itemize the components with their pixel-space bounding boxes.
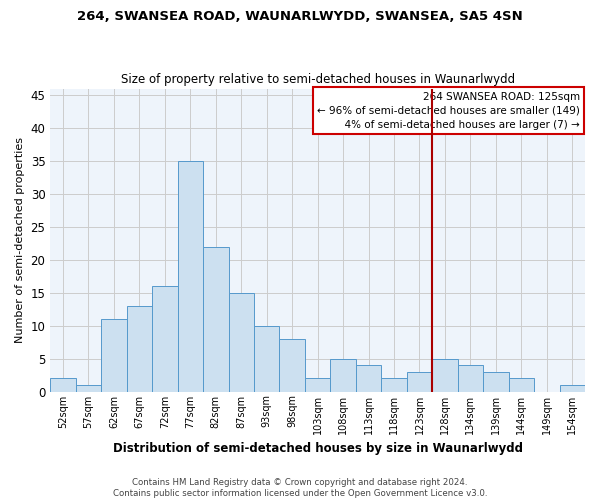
Bar [280,339,305,392]
Bar [356,366,382,392]
Bar [152,286,178,392]
Bar [382,378,407,392]
Bar [50,378,76,392]
Bar [229,293,254,392]
Bar [483,372,509,392]
Bar [178,161,203,392]
Bar [458,366,483,392]
Bar [254,326,280,392]
Bar [127,306,152,392]
Bar [305,378,331,392]
Bar [101,319,127,392]
Text: Contains HM Land Registry data © Crown copyright and database right 2024.
Contai: Contains HM Land Registry data © Crown c… [113,478,487,498]
Text: 264 SWANSEA ROAD: 125sqm
← 96% of semi-detached houses are smaller (149)
  4% of: 264 SWANSEA ROAD: 125sqm ← 96% of semi-d… [317,92,580,130]
Bar [331,358,356,392]
Bar [560,385,585,392]
Bar [203,246,229,392]
Bar [407,372,432,392]
Text: 264, SWANSEA ROAD, WAUNARLWYDD, SWANSEA, SA5 4SN: 264, SWANSEA ROAD, WAUNARLWYDD, SWANSEA,… [77,10,523,23]
Bar [509,378,534,392]
Bar [432,358,458,392]
Title: Size of property relative to semi-detached houses in Waunarlwydd: Size of property relative to semi-detach… [121,73,515,86]
Bar [76,385,101,392]
Y-axis label: Number of semi-detached properties: Number of semi-detached properties [15,137,25,343]
X-axis label: Distribution of semi-detached houses by size in Waunarlwydd: Distribution of semi-detached houses by … [113,442,523,455]
